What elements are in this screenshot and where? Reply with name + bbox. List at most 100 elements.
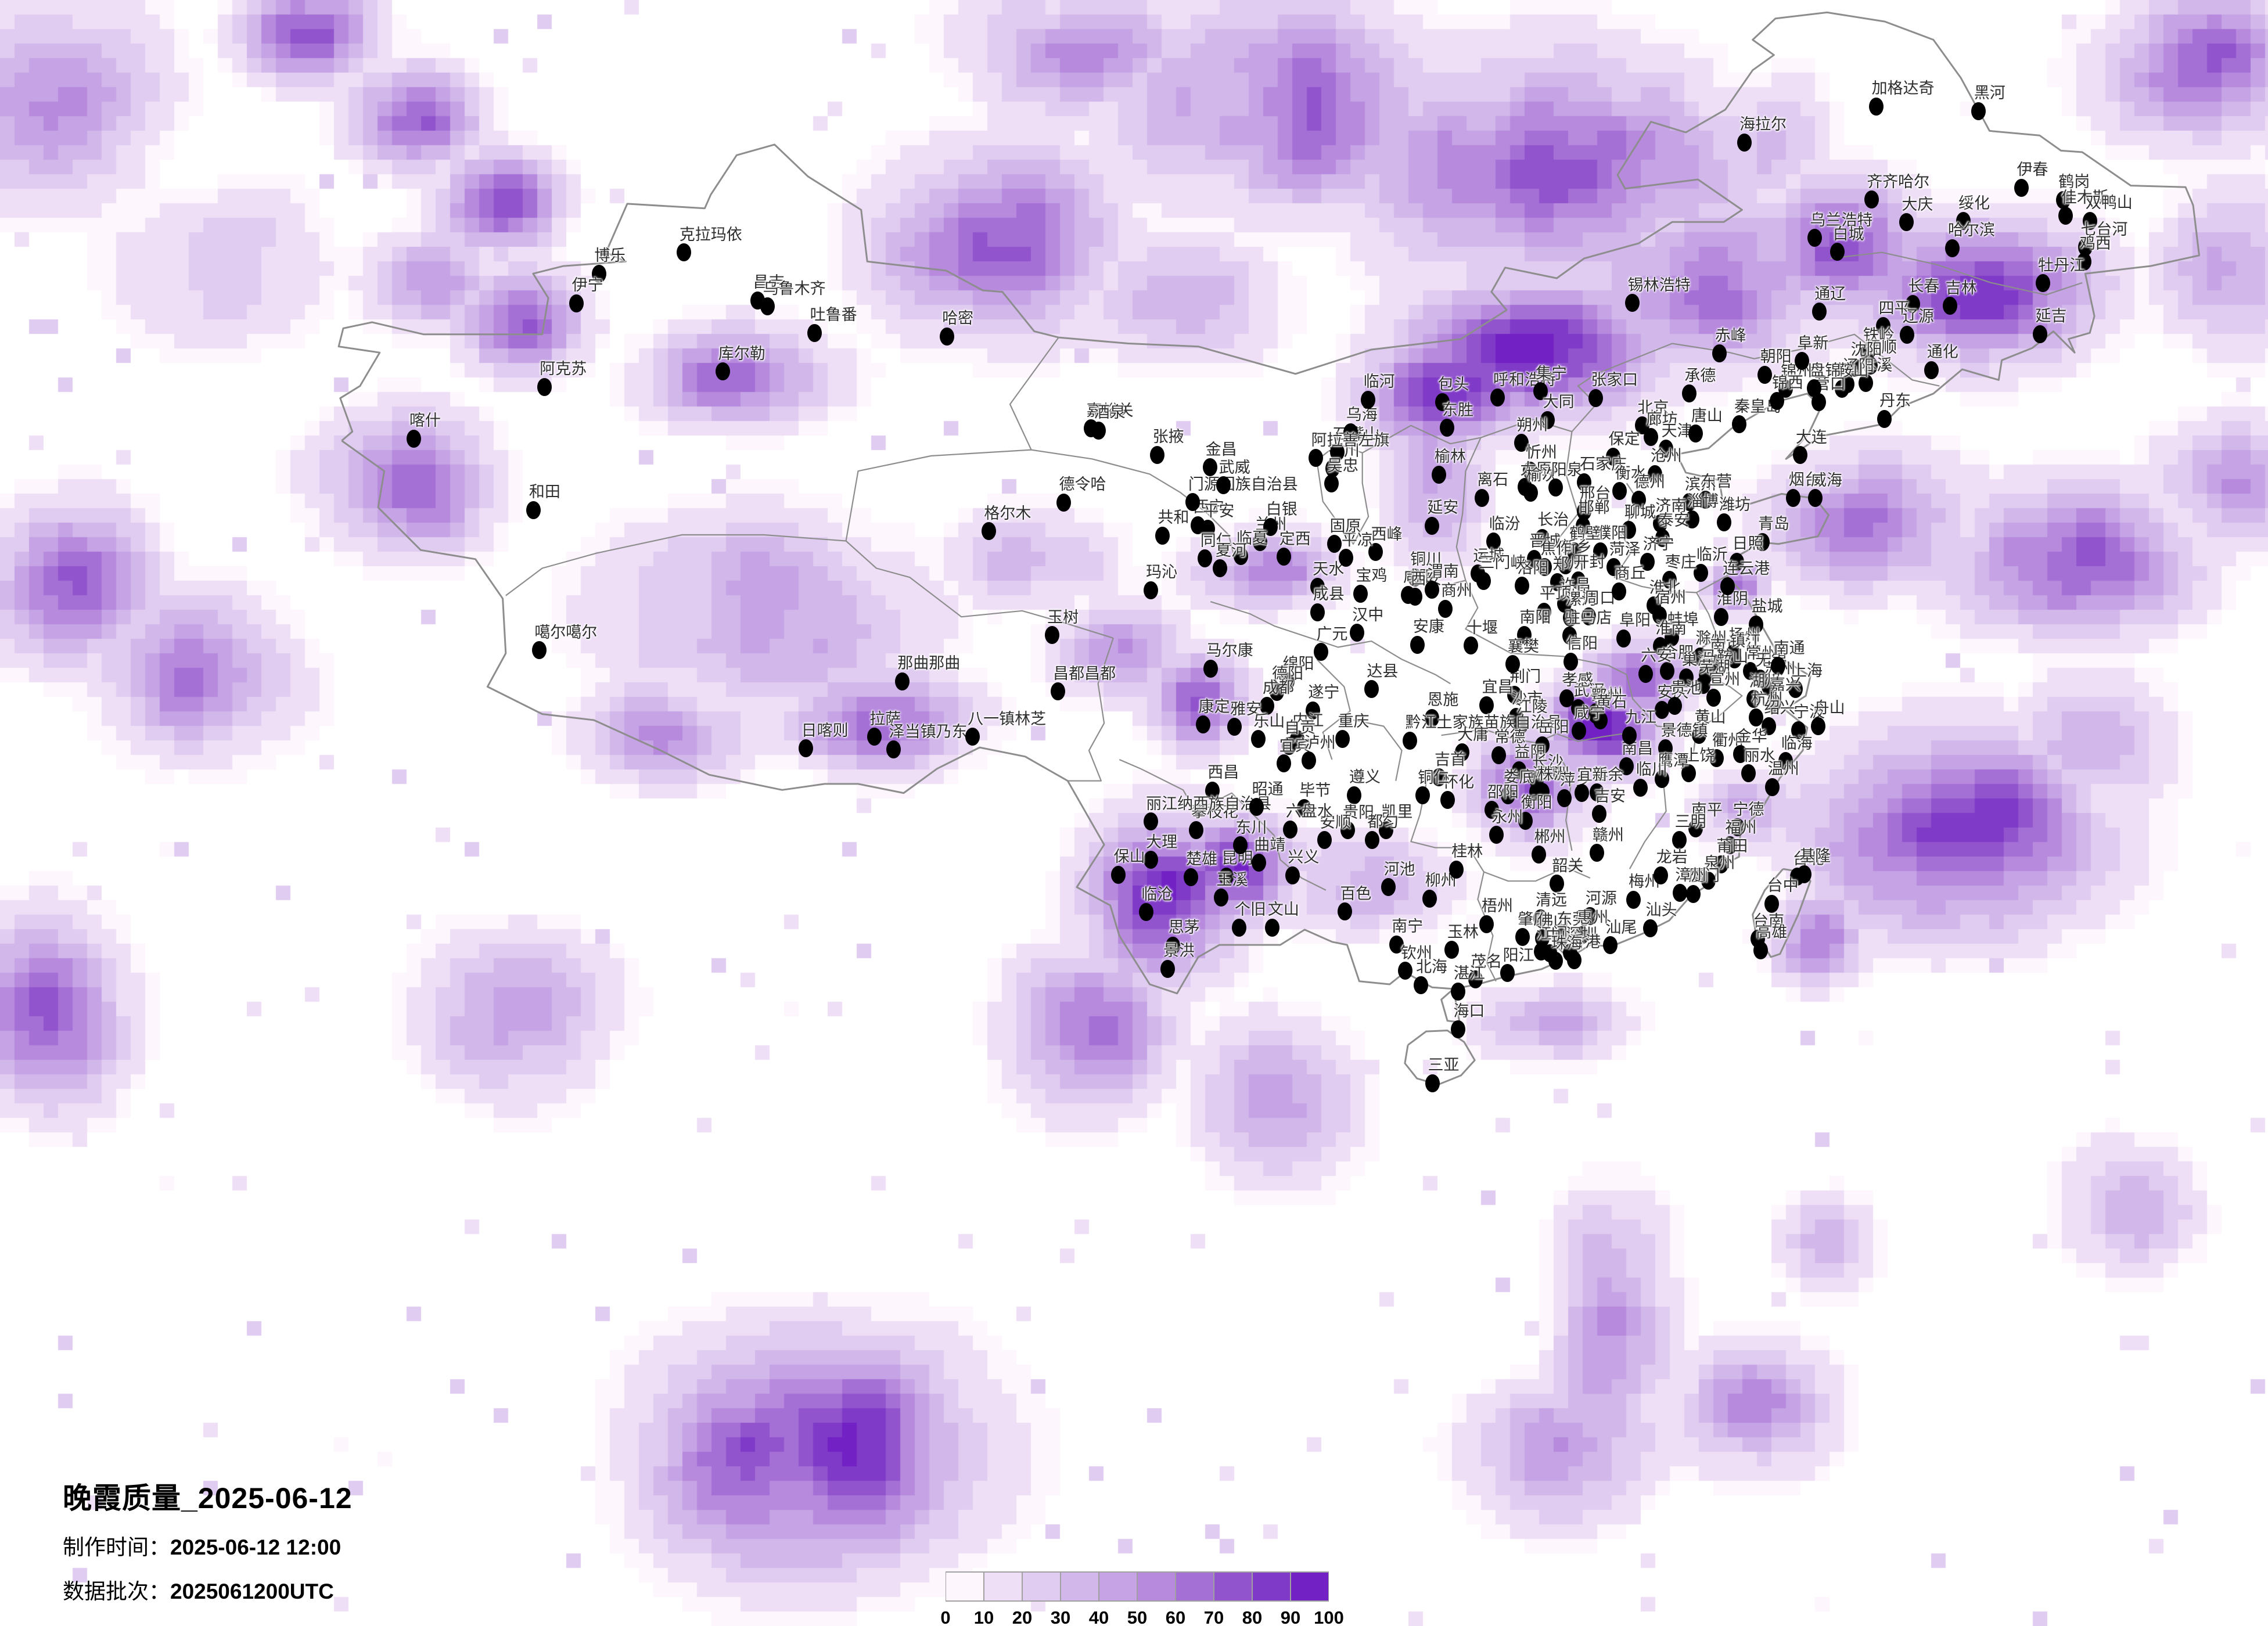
produce-time-value: 2025-06-12 12:00: [170, 1535, 342, 1559]
data-batch-label: 数据批次：: [63, 1580, 170, 1604]
city-marker: [939, 327, 954, 346]
city-marker: [1672, 884, 1687, 902]
city-marker: [1330, 443, 1345, 462]
city-marker: [1755, 533, 1770, 551]
city-label: 恩施: [1427, 691, 1459, 709]
city-marker: [1667, 697, 1683, 715]
city-marker: [1652, 637, 1667, 656]
city-label: 北海: [1416, 958, 1448, 976]
city-label: 阿拉善左旗: [1311, 431, 1390, 449]
city-label: 厦门: [1688, 867, 1720, 885]
city-label: 汕头: [1645, 901, 1677, 919]
city-label: 高雄: [1756, 923, 1788, 941]
city-marker: [1679, 668, 1694, 687]
city-label: 黄山: [1694, 708, 1726, 726]
city-label: 西峰: [1371, 525, 1403, 543]
legend-tick: 10: [973, 1607, 994, 1626]
city-marker: [1796, 865, 1811, 883]
city-marker: [1537, 557, 1552, 576]
city-marker: [1748, 615, 1763, 634]
city-label: 铁岭: [1863, 326, 1895, 344]
legend-tick: 70: [1203, 1607, 1224, 1626]
city-label: 邢台: [1579, 484, 1611, 502]
city-marker: [2035, 274, 2050, 293]
city-label: 东莞: [1557, 910, 1588, 928]
city-label: 四平: [1878, 299, 1910, 317]
city-marker: [1698, 490, 1713, 509]
city-marker: [1250, 730, 1266, 749]
city-marker: [1571, 699, 1586, 718]
city-marker: [1155, 526, 1170, 545]
city-label: 抚顺: [1866, 339, 1897, 357]
province-boundary: [1465, 580, 1691, 730]
city-label: 昭通: [1252, 780, 1284, 798]
city-marker: [1340, 821, 1355, 840]
city-marker: [1234, 547, 1249, 566]
city-label: 泰安: [1658, 511, 1690, 529]
city-marker: [1435, 393, 1450, 412]
city-label: 克拉玛依: [679, 225, 742, 243]
city-marker: [1479, 696, 1494, 714]
city-label: 鹤壁: [1569, 524, 1601, 542]
city-marker: [1285, 866, 1300, 884]
title-block: 晚霞质量_2025-06-12 制作时间：2025-06-12 12:00 数据…: [63, 1475, 353, 1605]
city-label: 鹰潭: [1657, 752, 1689, 770]
city-label: 北京: [1637, 398, 1669, 416]
city-label: 阿克苏: [540, 360, 587, 378]
city-marker: [1606, 558, 1622, 577]
city-label: 潍坊: [1719, 495, 1751, 513]
city-marker: [716, 362, 731, 381]
city-marker: [1251, 854, 1266, 872]
city-marker: [1227, 718, 1242, 736]
city-label: 格尔木: [984, 504, 1031, 522]
city-marker: [1364, 680, 1379, 699]
city-label: 沧州: [1650, 447, 1682, 465]
city-marker: [1305, 701, 1320, 720]
city-marker: [1811, 303, 1827, 321]
city-label: 昌都昌都: [1053, 664, 1116, 682]
city-label: 绵阳: [1282, 654, 1314, 672]
city-label: 康定: [1198, 697, 1230, 715]
city-label: 朔州: [1516, 416, 1548, 434]
province-boundary: [1316, 659, 1351, 760]
city-label: 周口: [1584, 589, 1616, 607]
city-label: 河源: [1585, 889, 1617, 907]
city-marker: [1658, 739, 1673, 758]
city-marker: [1198, 549, 1213, 568]
city-label: 广元: [1316, 625, 1348, 643]
city-label: 黔江土家族苗族自治县: [1405, 714, 1562, 732]
city-label: 曲靖: [1254, 836, 1286, 854]
city-label: 夏河: [1215, 541, 1247, 559]
city-marker: [1479, 915, 1494, 933]
legend-tick: 50: [1127, 1607, 1148, 1626]
city-marker: [1265, 918, 1280, 937]
province-boundary: [1483, 866, 1591, 882]
city-label: 湘潭: [1532, 765, 1563, 783]
city-marker: [1489, 826, 1504, 844]
city-label: 天津: [1661, 422, 1693, 440]
city-label: 三明: [1674, 813, 1706, 831]
city-marker: [1737, 133, 1752, 152]
city-label: 淮阴: [1716, 590, 1748, 608]
city-marker: [1310, 603, 1325, 621]
city-label: 唐山: [1691, 406, 1723, 425]
city-label: 日照: [1732, 535, 1764, 553]
city-marker: [1413, 976, 1428, 994]
province-boundary: [845, 540, 1114, 639]
province-boundary: [1353, 719, 1403, 781]
city-marker: [1518, 811, 1533, 830]
city-marker: [894, 672, 910, 690]
city-marker: [1589, 783, 1604, 801]
color-legend: 0 10 20 30 40 50 60 70 80 90 100: [940, 1571, 1344, 1626]
city-marker: [1540, 411, 1555, 429]
city-marker: [1205, 781, 1220, 800]
data-batch-line: 数据批次：2025061200UTC: [63, 1574, 353, 1605]
city-label: 台北: [1792, 850, 1824, 868]
city-label: 酒泉: [1094, 404, 1126, 422]
city-marker: [1659, 440, 1674, 458]
city-marker: [1138, 903, 1153, 922]
city-label: 基隆: [1799, 847, 1831, 865]
city-label: 新乡: [1561, 538, 1593, 556]
city-marker: [1654, 701, 1669, 720]
city-marker: [1378, 821, 1393, 839]
